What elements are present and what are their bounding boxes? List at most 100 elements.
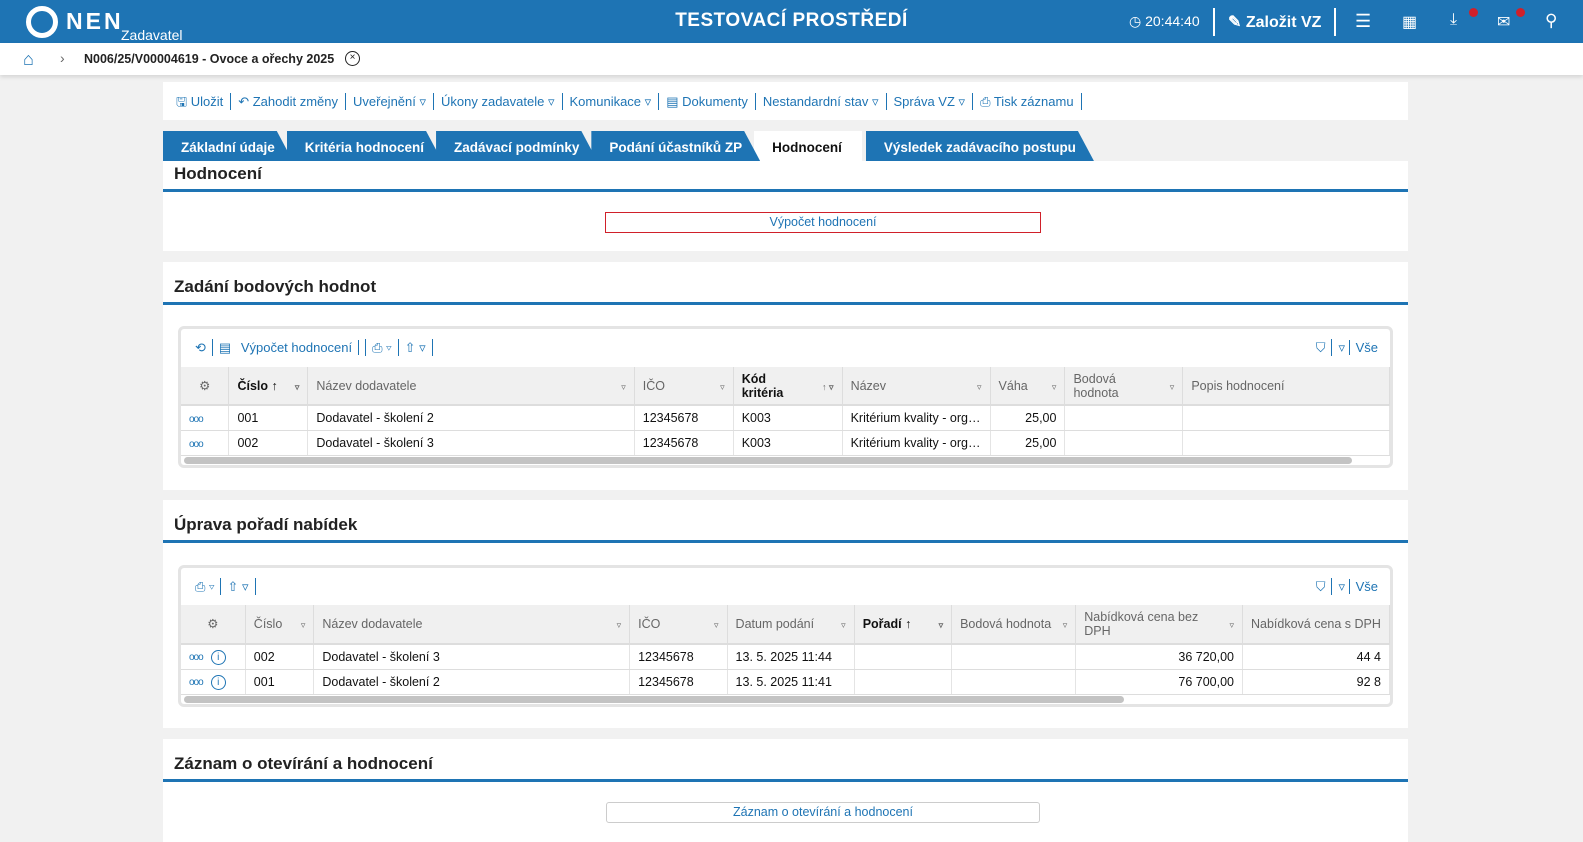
ranking-grid: ⎙ ▿ ⇧ ▿ ⛉ ▿ Vše ⚙ Číslo ▿ Název dodavatel… — [178, 565, 1393, 707]
col-description[interactable]: Popis hodnocení — [1182, 367, 1390, 406]
point-values-section: Zadání bodových hodnot ⟲ ▤ Výpočet hodno… — [163, 262, 1408, 490]
filter-all-select[interactable]: ▿ Vše — [1331, 339, 1390, 356]
col-supplier[interactable]: Název dodavatele ▿ — [307, 367, 635, 406]
filter-icon[interactable]: ⛉ — [1315, 579, 1326, 594]
col-supplier[interactable]: Název dodavatele ▿ — [313, 605, 631, 645]
more-icon[interactable]: ooo — [189, 438, 204, 450]
col-ico[interactable]: IČO ▿ — [629, 605, 728, 645]
calendar-icon[interactable]: ▦ — [1402, 14, 1418, 31]
row-actions[interactable]: ooo — [181, 430, 230, 456]
column-label: Číslo — [237, 378, 268, 393]
tab-bar: Základní údaje Kritéria hodnocení Zadáva… — [163, 131, 1088, 161]
table-row[interactable]: ooo i 002 Dodavatel - školení 3 12345678 13. … — [181, 644, 1390, 670]
documents-button[interactable]: ▤ Dokumenty — [659, 92, 756, 110]
col-rank[interactable]: Pořadí ↑ ▿ — [854, 605, 953, 645]
actions-menu[interactable]: Úkony zadavatele ▿ — [434, 92, 563, 110]
col-points[interactable]: Bodová hodnota ▿ — [951, 605, 1077, 645]
more-icon[interactable]: ooo — [189, 413, 204, 425]
print-menu[interactable]: ⎙ ▿ — [189, 578, 222, 595]
edit-icon: ✎ — [1228, 14, 1246, 31]
top-header: NEN Zadavatel TESTOVACÍ PROSTŘEDÍ ◷ 20:4… — [0, 0, 1583, 43]
column-label: Pořadí — [862, 617, 902, 631]
column-label: Název dodavatele — [316, 378, 417, 393]
create-vz-button[interactable]: ✎ Založit VZ — [1228, 14, 1322, 31]
col-price-no-vat[interactable]: Nabídková cena bez DPH ▿ — [1075, 605, 1243, 645]
row-actions[interactable]: ooo i — [181, 644, 246, 670]
calculate-button[interactable]: ▤ Výpočet hodnocení — [213, 339, 367, 356]
tab-basic-info[interactable]: Základní údaje — [163, 131, 293, 161]
tab-evaluation[interactable]: Hodnocení — [754, 131, 862, 161]
communication-menu[interactable]: Komunikace ▿ — [563, 92, 660, 110]
more-icon[interactable]: ooo — [189, 676, 204, 688]
filter-icon[interactable]: ⛉ — [1315, 340, 1326, 355]
divider — [163, 302, 1408, 305]
table-cell: 12345678 — [629, 669, 728, 695]
user-icon[interactable]: ⚲ — [1545, 11, 1558, 30]
more-icon[interactable]: ooo — [189, 651, 204, 663]
col-criterion-code[interactable]: Kód kritéria ↑ ▿ — [733, 367, 843, 406]
column-label: IČO — [638, 617, 661, 631]
col-name[interactable]: Název ▿ — [842, 367, 991, 406]
divider — [1213, 8, 1215, 36]
col-cislo[interactable]: Číslo ↑ ▿ — [228, 367, 309, 406]
breadcrumb-current[interactable]: N006/25/V00004619 - Ovoce a ořechy 2025 — [84, 52, 335, 66]
nen-logo-icon[interactable] — [26, 6, 58, 38]
table-cell: 44 4 — [1242, 644, 1390, 670]
horizontal-scrollbar[interactable] — [184, 696, 1124, 703]
table-row[interactable]: ooo i 001 Dodavatel - školení 2 12345678 13. … — [181, 669, 1390, 695]
column-settings-icon[interactable]: ⚙ — [181, 605, 246, 645]
table-row[interactable]: ooo 002 Dodavatel - školení 3 12345678 K003 K… — [181, 430, 1390, 456]
logo-text: NEN — [66, 8, 124, 34]
table-cell: 12345678 — [634, 405, 734, 431]
col-submitted[interactable]: Datum podání ▿ — [727, 605, 855, 645]
row-actions[interactable]: ooo i — [181, 669, 246, 695]
column-settings-icon[interactable]: ⚙ — [181, 367, 230, 406]
home-icon[interactable]: ⌂ — [23, 49, 34, 69]
menu-icon[interactable]: ☰ — [1355, 11, 1372, 31]
breadcrumb: ⌂ › N006/25/V00004619 - Ovoce a ořechy 2… — [0, 43, 1583, 75]
column-label: IČO — [642, 378, 665, 393]
close-icon[interactable]: × — [345, 51, 360, 66]
table-cell: 76 700,00 — [1075, 669, 1243, 695]
col-price-vat[interactable]: Nabídková cena s DPH — [1242, 605, 1390, 645]
refresh-icon[interactable]: ⟲ — [189, 339, 213, 356]
info-icon[interactable]: i — [210, 649, 226, 665]
horizontal-scrollbar[interactable] — [184, 457, 1352, 464]
discard-changes-button[interactable]: ↶ Zahodit změny — [231, 92, 346, 110]
nonstandard-state-menu[interactable]: Nestandardní stav ▿ — [756, 92, 887, 110]
row-actions[interactable]: ooo — [181, 405, 230, 431]
tab-criteria[interactable]: Kritéria hodnocení — [287, 131, 442, 161]
info-icon[interactable]: i — [210, 674, 226, 690]
col-weight[interactable]: Váha ▿ — [990, 367, 1066, 406]
col-points[interactable]: Bodová hodnota ▿ — [1064, 367, 1184, 406]
save-button[interactable]: 🖫 Uložit — [169, 92, 232, 110]
table-row[interactable]: ooo 001 Dodavatel - školení 2 12345678 K003 K… — [181, 405, 1390, 431]
ranking-table: ⚙ Číslo ▿ Název dodavatele ▿ IČO ▿ Datum po… — [181, 605, 1390, 695]
record-button[interactable]: Záznam o otevírání a hodnocení — [606, 802, 1040, 823]
divider — [1334, 8, 1336, 36]
calculate-evaluation-button[interactable]: Výpočet hodnocení — [605, 212, 1041, 233]
table-cell: Dodavatel - školení 3 — [313, 644, 631, 670]
print-menu[interactable]: ⎙ ▿ — [366, 339, 399, 356]
export-menu[interactable]: ⇧ ▿ — [399, 339, 433, 356]
tab-submissions[interactable]: Podání účastníků ZP — [591, 131, 760, 161]
table-cell: 002 — [245, 644, 315, 670]
tab-conditions[interactable]: Zadávací podmínky — [436, 131, 597, 161]
section-title: Záznam o otevírání a hodnocení — [174, 754, 433, 773]
tab-result[interactable]: Výsledek zadávacího postupu — [866, 131, 1094, 161]
filter-all-select[interactable]: ▿ Vše — [1331, 578, 1390, 595]
mail-icon[interactable]: ✉ — [1497, 14, 1511, 31]
download-icon[interactable]: ⤓ — [1450, 11, 1458, 28]
export-menu[interactable]: ⇧ ▿ — [221, 578, 256, 595]
table-cell: 25,00 — [990, 405, 1066, 431]
grid-toolbar: ⟲ ▤ Výpočet hodnocení ⎙ ▿ ⇧ ▿ — [189, 339, 433, 356]
publish-menu[interactable]: Uveřejnění ▿ — [346, 92, 435, 110]
table-cell — [1064, 405, 1184, 431]
col-ico[interactable]: IČO ▿ — [634, 367, 734, 406]
print-record-button[interactable]: ⎙ Tisk záznamu — [973, 92, 1082, 110]
grid-toolbar: ⎙ ▿ ⇧ ▿ — [189, 578, 256, 595]
table-cell: Kritérium kvality - org… — [842, 430, 991, 456]
table-cell: 001 — [228, 405, 309, 431]
col-cislo[interactable]: Číslo ▿ — [245, 605, 315, 645]
manage-vz-menu[interactable]: Správa VZ ▿ — [887, 92, 974, 110]
